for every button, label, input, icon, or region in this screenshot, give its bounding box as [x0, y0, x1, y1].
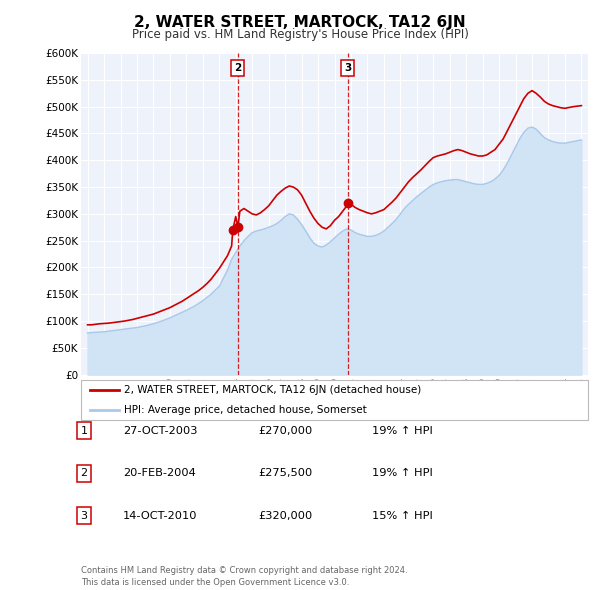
Text: 1: 1 — [80, 426, 88, 435]
Text: 15% ↑ HPI: 15% ↑ HPI — [372, 511, 433, 520]
FancyBboxPatch shape — [81, 380, 588, 420]
Text: £270,000: £270,000 — [258, 426, 312, 435]
Text: 2: 2 — [80, 468, 88, 478]
Text: 2, WATER STREET, MARTOCK, TA12 6JN: 2, WATER STREET, MARTOCK, TA12 6JN — [134, 15, 466, 30]
Text: Contains HM Land Registry data © Crown copyright and database right 2024.
This d: Contains HM Land Registry data © Crown c… — [81, 566, 407, 587]
Text: £275,500: £275,500 — [258, 468, 312, 478]
Text: 19% ↑ HPI: 19% ↑ HPI — [372, 468, 433, 478]
Text: HPI: Average price, detached house, Somerset: HPI: Average price, detached house, Some… — [124, 405, 367, 415]
Text: 3: 3 — [80, 511, 88, 520]
Text: 2: 2 — [234, 63, 241, 73]
Text: 19% ↑ HPI: 19% ↑ HPI — [372, 426, 433, 435]
Text: 27-OCT-2003: 27-OCT-2003 — [123, 426, 197, 435]
Text: 2, WATER STREET, MARTOCK, TA12 6JN (detached house): 2, WATER STREET, MARTOCK, TA12 6JN (deta… — [124, 385, 421, 395]
Text: Price paid vs. HM Land Registry's House Price Index (HPI): Price paid vs. HM Land Registry's House … — [131, 28, 469, 41]
Text: 20-FEB-2004: 20-FEB-2004 — [123, 468, 196, 478]
Text: £320,000: £320,000 — [258, 511, 312, 520]
Text: 14-OCT-2010: 14-OCT-2010 — [123, 511, 197, 520]
Text: 3: 3 — [344, 63, 351, 73]
